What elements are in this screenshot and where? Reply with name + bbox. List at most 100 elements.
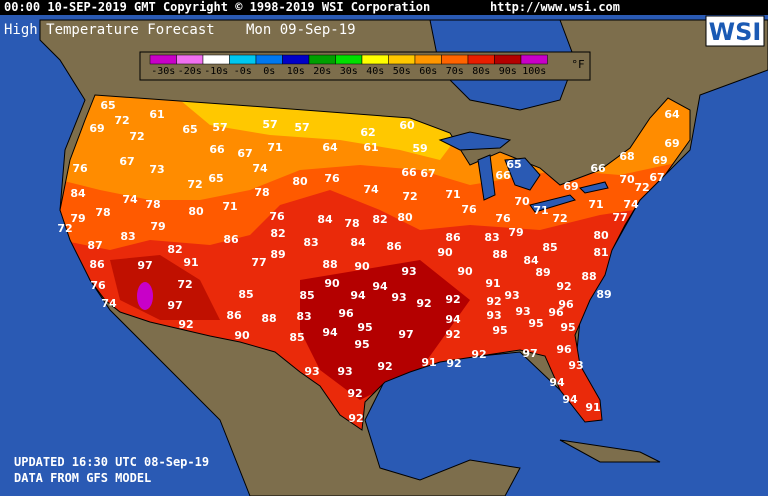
temperature: 92 bbox=[416, 297, 431, 310]
temperature: 59 bbox=[412, 142, 427, 155]
temperature: 94 bbox=[549, 376, 565, 389]
temperature: 92 bbox=[471, 348, 486, 361]
legend-label: -10s bbox=[204, 66, 228, 77]
temperature: 85 bbox=[238, 288, 253, 301]
temperature: 86 bbox=[386, 240, 402, 253]
legend-label: 40s bbox=[366, 66, 384, 77]
legend-swatch bbox=[388, 54, 416, 65]
temperature: 57 bbox=[294, 121, 309, 134]
temperature: 93 bbox=[486, 309, 501, 322]
temperature: 69 bbox=[652, 154, 667, 167]
legend-unit: °F bbox=[571, 58, 584, 71]
temperature: 82 bbox=[270, 227, 285, 240]
temperature: 84 bbox=[523, 254, 539, 267]
temperature: 57 bbox=[212, 121, 227, 134]
temperature: 71 bbox=[267, 141, 282, 154]
temperature: 93 bbox=[337, 365, 352, 378]
temperature: 61 bbox=[149, 108, 164, 121]
temperature: 73 bbox=[149, 163, 164, 176]
temperature: 90 bbox=[457, 265, 473, 278]
legend-label: 20s bbox=[313, 66, 331, 77]
logo-box bbox=[705, 15, 765, 47]
temperature: 92 bbox=[486, 295, 501, 308]
temperature: 96 bbox=[338, 307, 354, 320]
temperature: 76 bbox=[495, 212, 511, 225]
footer-source: DATA FROM GFS MODEL bbox=[14, 471, 151, 485]
legend-label: 50s bbox=[393, 66, 411, 77]
temperature: 82 bbox=[372, 213, 387, 226]
temperature: 93 bbox=[515, 305, 530, 318]
temperature: 77 bbox=[251, 256, 266, 269]
legend-swatch bbox=[441, 54, 469, 65]
temperature: 92 bbox=[445, 293, 460, 306]
temperature: 97 bbox=[398, 328, 413, 341]
temperature: 95 bbox=[492, 324, 507, 337]
temperature: 91 bbox=[183, 256, 198, 269]
legend-swatch bbox=[176, 54, 204, 65]
temperature: 80 bbox=[397, 211, 413, 224]
temperature: 78 bbox=[254, 186, 269, 199]
temperature: 90 bbox=[234, 329, 250, 342]
legend-label: 30s bbox=[340, 66, 358, 77]
temperature: 97 bbox=[167, 299, 182, 312]
legend-label: 60s bbox=[419, 66, 437, 77]
legend-label: 100s bbox=[522, 66, 546, 77]
legend-label: -30s bbox=[151, 66, 175, 77]
temperature: 96 bbox=[548, 306, 564, 319]
legend-label: -20s bbox=[178, 66, 202, 77]
temperature: 92 bbox=[556, 280, 571, 293]
temperature: 65 bbox=[506, 158, 521, 171]
temperature: 83 bbox=[120, 230, 135, 243]
temperature: 70 bbox=[619, 173, 635, 186]
temperature: 94 bbox=[322, 326, 338, 339]
temperature: 66 bbox=[401, 166, 417, 179]
temperature: 60 bbox=[399, 119, 415, 132]
temperature: 85 bbox=[542, 241, 557, 254]
temperature: 93 bbox=[568, 359, 583, 372]
temperature: 62 bbox=[360, 126, 375, 139]
temperature: 74 bbox=[122, 193, 138, 206]
temperature: 76 bbox=[90, 279, 106, 292]
temperature: 97 bbox=[137, 259, 152, 272]
temperature: 93 bbox=[504, 289, 519, 302]
temperature: 57 bbox=[262, 118, 277, 131]
temperature: 76 bbox=[324, 172, 340, 185]
temperature: 76 bbox=[72, 162, 88, 175]
temperature: 90 bbox=[354, 260, 370, 273]
temperature: 76 bbox=[461, 203, 477, 216]
temperature: 72 bbox=[57, 222, 72, 235]
temperature: 71 bbox=[222, 200, 237, 213]
legend-swatch bbox=[149, 54, 177, 65]
temperature: 76 bbox=[269, 210, 285, 223]
legend-label: 70s bbox=[446, 66, 464, 77]
temperature: 93 bbox=[401, 265, 416, 278]
legend-swatch bbox=[202, 54, 230, 65]
temperature: 81 bbox=[593, 246, 608, 259]
temperature: 71 bbox=[533, 204, 548, 217]
temperature: 78 bbox=[145, 198, 160, 211]
temperature: 92 bbox=[445, 328, 460, 341]
temperature: 66 bbox=[590, 162, 606, 175]
temperature: 94 bbox=[372, 280, 388, 293]
temperature: 70 bbox=[514, 195, 530, 208]
temperature: 91 bbox=[585, 401, 600, 414]
temperature: 72 bbox=[402, 190, 417, 203]
temperature: 89 bbox=[596, 288, 611, 301]
temperature: 87 bbox=[87, 239, 102, 252]
temperature: 96 bbox=[558, 298, 574, 311]
temperature: 65 bbox=[100, 99, 115, 112]
temperature: 83 bbox=[484, 231, 499, 244]
header-bar bbox=[0, 0, 768, 15]
temperature: 74 bbox=[623, 198, 639, 211]
temperature: 80 bbox=[593, 229, 609, 242]
temperature: 84 bbox=[317, 213, 333, 226]
temperature: 93 bbox=[391, 291, 406, 304]
temperature: 65 bbox=[208, 172, 223, 185]
temperature: 77 bbox=[612, 211, 627, 224]
temperature: 78 bbox=[344, 217, 359, 230]
logo: WSI bbox=[709, 18, 762, 46]
temperature: 86 bbox=[89, 258, 105, 271]
temperature: 94 bbox=[562, 393, 578, 406]
title-product: High Temperature Forecast bbox=[4, 22, 215, 38]
